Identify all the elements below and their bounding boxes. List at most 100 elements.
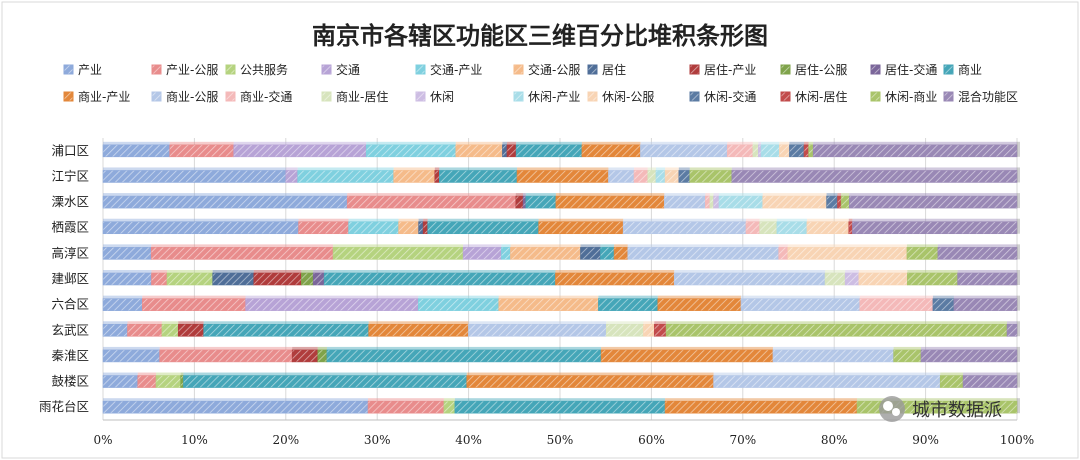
legend-label: 居住: [602, 63, 626, 77]
bar-segment-top: [841, 193, 850, 197]
bar-segment-top: [212, 270, 254, 273]
bar-segment-top: [454, 398, 666, 402]
bar-segment: [434, 170, 440, 183]
bar-segment-top: [606, 321, 644, 325]
bar-segment: [538, 221, 624, 235]
legend-swatch: [689, 64, 700, 75]
legend-label: 产业-公服: [166, 63, 218, 77]
bar-segment-top: [678, 167, 690, 171]
x-tick-label: 30%: [364, 433, 391, 447]
bar-segment: [102, 170, 287, 183]
bar-segment: [859, 298, 934, 311]
legend-item: 交通-公服: [513, 62, 580, 77]
category-label: 高淳区: [51, 245, 89, 260]
bar-segment-top: [455, 141, 503, 145]
bar-segment: [498, 298, 599, 311]
bar-segment: [664, 195, 706, 209]
bar-segment-top: [581, 141, 641, 145]
bar-segment: [427, 221, 539, 235]
bar-segment-top: [439, 167, 518, 171]
bar-segment: [501, 247, 511, 260]
bar-segment: [848, 221, 853, 235]
bar-segment: [752, 144, 759, 158]
bar-segment-top: [555, 270, 675, 273]
bar-segment: [678, 170, 691, 183]
category-label: 建邺区: [51, 271, 89, 286]
bar-end-face: [1017, 218, 1020, 234]
bar-segment: [654, 323, 667, 337]
bar-segment-top: [298, 218, 349, 222]
bar-segment-top: [245, 295, 419, 299]
bar-segment-top: [333, 244, 464, 248]
bar-segment: [772, 349, 894, 363]
category-label: 浦口区: [51, 143, 89, 158]
chart-title: 南京市各辖区功能区三维百分比堆积条形图: [312, 22, 768, 50]
bar-segment-top: [180, 372, 184, 376]
bar-segment: [169, 144, 235, 158]
legend-label: 公共服务: [240, 62, 288, 77]
bar-segment: [760, 144, 780, 158]
x-tick-label: 40%: [455, 433, 482, 447]
bar-row: [102, 244, 1020, 260]
legend-item: 商业-交通: [225, 89, 292, 104]
legend-swatch: [870, 64, 881, 75]
legend-swatch: [780, 64, 791, 75]
bar-segment-top: [654, 321, 667, 325]
bar-segment-top: [957, 270, 1017, 273]
bar-segment-top: [752, 141, 759, 145]
legend-label: 产业: [78, 63, 102, 77]
bar-segment: [510, 247, 581, 260]
bar-segment-top: [317, 346, 327, 350]
bar-segment: [622, 221, 747, 235]
bar-segment: [718, 195, 764, 209]
bar-segment: [758, 144, 762, 158]
bar-segment-top: [103, 193, 348, 197]
bar-segment-top: [601, 346, 773, 350]
bar-segment-top: [731, 167, 1017, 171]
bar-end-face: [1017, 295, 1020, 311]
bar-segment-top: [159, 346, 293, 350]
category-label: 溧水区: [51, 194, 89, 209]
bar-segment-top: [285, 167, 298, 171]
bar-segment-top: [761, 141, 780, 145]
bar-segment: [673, 272, 826, 286]
bar-segment-top: [857, 398, 1017, 402]
bar-end-face: [1017, 141, 1020, 157]
bar-segment: [824, 272, 846, 286]
bar-segment-top: [178, 321, 204, 325]
bar-segment: [142, 298, 246, 311]
bar-segment-top: [600, 244, 615, 248]
bar-segment-top: [137, 372, 157, 376]
category-label: 秦淮区: [51, 348, 89, 363]
bar-segment-top: [103, 321, 128, 325]
watermark-text: 城市数据派: [912, 400, 1002, 421]
legend-label: 居住-公服: [795, 63, 847, 77]
bar-segment-top: [169, 141, 234, 145]
bar-segment-top: [713, 372, 941, 376]
bar-segment-top: [849, 193, 1017, 197]
bar-segment-top: [779, 141, 790, 145]
bar-segment-top: [466, 372, 714, 376]
bar-segment: [655, 170, 666, 183]
bar-segment-top: [301, 270, 314, 273]
bar-segment: [740, 298, 861, 311]
bar-segment-top: [848, 218, 853, 222]
bar-segment: [776, 221, 808, 235]
category-label: 江宁区: [51, 168, 89, 183]
bar-row: [102, 141, 1020, 158]
bar-segment-top: [762, 193, 827, 197]
bar-segment: [151, 272, 168, 286]
bar-segment-top: [963, 372, 1017, 376]
bar-segment: [555, 272, 675, 286]
legend-item: 商业-公服: [151, 89, 218, 104]
bar-segment: [127, 323, 163, 337]
bar-segment-top: [292, 346, 318, 350]
bar-segment: [709, 195, 714, 209]
bar-end-face: [1017, 193, 1020, 209]
bar-segment: [787, 247, 908, 260]
legend-item: 商业-居住: [321, 89, 388, 104]
bar-segment-top: [852, 218, 1017, 222]
bar-segment-top: [719, 193, 763, 197]
bar-segment-top: [825, 270, 846, 273]
bar-segment-top: [655, 167, 666, 171]
